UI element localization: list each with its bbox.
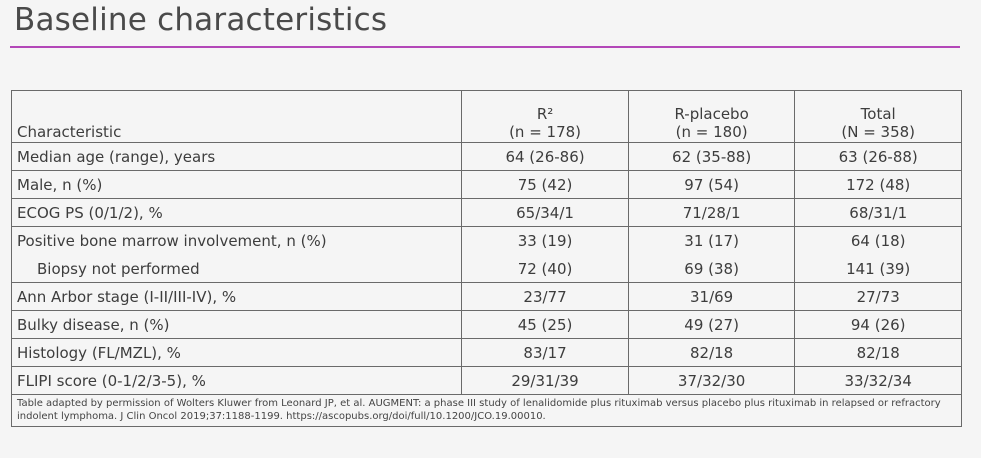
cell-r-placebo: 49 (27) xyxy=(627,310,796,339)
cell-r2: 83/17 xyxy=(461,338,629,367)
table-header-row: Characteristic R² (n = 178) R-placebo (n… xyxy=(10,90,962,143)
header-r2-name: R² xyxy=(536,105,554,123)
row-label: Biopsy not performed xyxy=(10,254,463,283)
cell-r2: 23/77 xyxy=(461,282,629,311)
row-label: Bulky disease, n (%) xyxy=(10,310,463,339)
row-label: Positive bone marrow involvement, n (%) xyxy=(10,226,463,255)
header-r-placebo-n: (n = 180) xyxy=(675,123,748,141)
cell-r2: 75 (42) xyxy=(461,170,629,199)
cell-r-placebo: 31 (17) xyxy=(627,226,796,255)
cell-total: 68/31/1 xyxy=(794,198,962,227)
header-characteristic: Characteristic xyxy=(10,90,463,143)
cell-r2: 33 (19) xyxy=(461,226,629,255)
header-r-placebo-name: R-placebo xyxy=(674,105,749,123)
table-subrow: Biopsy not performed 72 (40) 69 (38) 141… xyxy=(10,254,962,283)
cell-r-placebo: 69 (38) xyxy=(627,254,796,283)
cell-r-placebo: 31/69 xyxy=(627,282,796,311)
header-r2-n: (n = 178) xyxy=(509,123,582,141)
slide-title: Baseline characteristics xyxy=(14,2,388,38)
cell-total: 94 (26) xyxy=(794,310,962,339)
row-label: ECOG PS (0/1/2), % xyxy=(10,198,463,227)
cell-total: 141 (39) xyxy=(794,254,962,283)
cell-total: 82/18 xyxy=(794,338,962,367)
table-row: Positive bone marrow involvement, n (%) … xyxy=(10,226,962,255)
cell-total: 64 (18) xyxy=(794,226,962,255)
cell-r2: 29/31/39 xyxy=(461,366,629,395)
table-row: ECOG PS (0/1/2), % 65/34/1 71/28/1 68/31… xyxy=(10,198,962,227)
cell-r2: 65/34/1 xyxy=(461,198,629,227)
table-row: Median age (range), years 64 (26-86) 62 … xyxy=(10,142,962,171)
table-footnote: Table adapted by permission of Wolters K… xyxy=(11,394,962,427)
cell-total: 27/73 xyxy=(794,282,962,311)
header-r2: R² (n = 178) xyxy=(461,90,629,143)
cell-total: 63 (26-88) xyxy=(794,142,962,171)
row-label: FLIPI score (0-1/2/3-5), % xyxy=(10,366,463,395)
header-r-placebo: R-placebo (n = 180) xyxy=(627,90,796,143)
cell-r2: 45 (25) xyxy=(461,310,629,339)
cell-total: 172 (48) xyxy=(794,170,962,199)
cell-r-placebo: 97 (54) xyxy=(627,170,796,199)
cell-r-placebo: 62 (35-88) xyxy=(627,142,796,171)
footnote-row: Table adapted by permission of Wolters K… xyxy=(11,394,962,427)
row-label: Ann Arbor stage (I-II/III-IV), % xyxy=(10,282,463,311)
cell-r2: 72 (40) xyxy=(461,254,629,283)
table-row: Histology (FL/MZL), % 83/17 82/18 82/18 xyxy=(10,338,962,367)
header-total-name: Total xyxy=(860,105,896,123)
table-row: Male, n (%) 75 (42) 97 (54) 172 (48) xyxy=(10,170,962,199)
table-row: Ann Arbor stage (I-II/III-IV), % 23/77 3… xyxy=(10,282,962,311)
header-total-n: (N = 358) xyxy=(841,123,916,141)
header-total: Total (N = 358) xyxy=(794,90,962,143)
row-label: Male, n (%) xyxy=(10,170,463,199)
row-label: Median age (range), years xyxy=(10,142,463,171)
cell-r2: 64 (26-86) xyxy=(461,142,629,171)
row-label: Histology (FL/MZL), % xyxy=(10,338,463,367)
title-divider xyxy=(10,46,960,48)
table-row: FLIPI score (0-1/2/3-5), % 29/31/39 37/3… xyxy=(10,366,962,395)
cell-r-placebo: 37/32/30 xyxy=(627,366,796,395)
baseline-characteristics-table: Characteristic R² (n = 178) R-placebo (n… xyxy=(10,90,962,427)
table-row: Bulky disease, n (%) 45 (25) 49 (27) 94 … xyxy=(10,310,962,339)
cell-r-placebo: 71/28/1 xyxy=(627,198,796,227)
cell-r-placebo: 82/18 xyxy=(627,338,796,367)
cell-total: 33/32/34 xyxy=(794,366,962,395)
